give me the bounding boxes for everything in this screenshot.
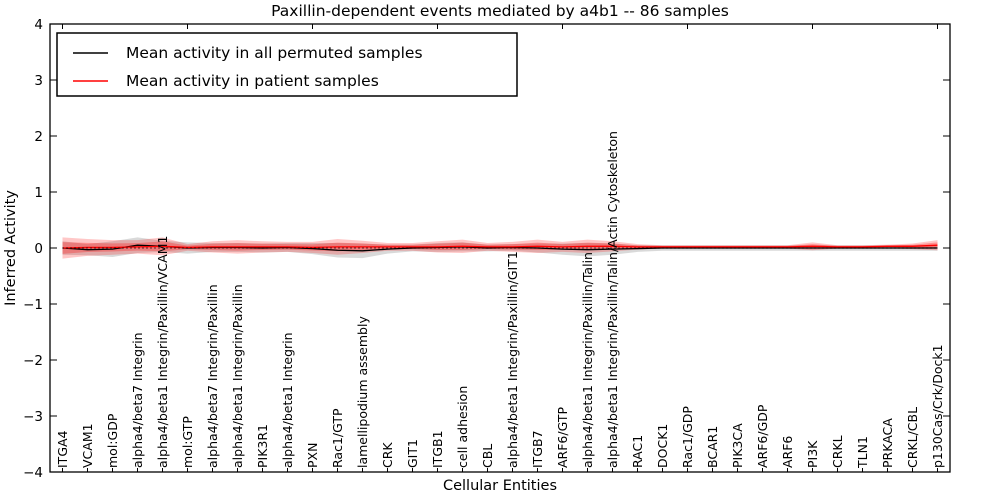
x-tick-label: Rac1/GTP [330,408,345,468]
x-tick-label: alpha4/beta7 Integrin [130,332,145,468]
x-tick-label: alpha4/beta7 Integrin/Paxillin [205,284,220,468]
x-tick-label: BCAR1 [705,426,720,468]
x-tick-label: CRKL [830,435,845,468]
x-tick-label: ARF6 [780,436,795,468]
x-tick-label: mol:GDP [105,413,120,468]
x-tick-label: ARF6/GDP [755,404,770,468]
legend-entry-patient: Mean activity in patient samples [126,72,379,90]
x-tick-label: Rac1/GDP [680,406,695,468]
y-tick-label: 2 [34,129,43,145]
tick-labels: −4 −3 −2 −1 0 1 2 3 4 ITGA4 VCAM1 mol:GDP alpha4/bet… [23,17,945,481]
y-tick-label: −1 [23,297,43,313]
x-tick-label: alpha4/beta1 Integrin/Paxillin/Talin/Act… [605,131,620,468]
x-tick-label: PIK3CA [730,423,745,468]
axes [49,23,951,473]
x-tick-label: TLN1 [855,436,870,469]
y-tick-label: 0 [34,241,43,257]
x-tick-label: cell adhesion [455,386,470,468]
x-tick-label: PI3K [805,440,820,468]
patient-mean-line [62,244,938,249]
legend-entry-permuted: Mean activity in all permuted samples [126,44,423,62]
x-tick-label: alpha4/beta1 Integrin/Paxillin [230,284,245,468]
x-tick-label: CBL [480,444,495,468]
x-tick-label: ITGB7 [530,430,545,468]
y-tick-label: 3 [34,73,43,89]
x-tick-label: alpha4/beta1 Integrin/Paxillin/GIT1 [505,251,520,468]
x-tick-label: PRKACA [880,418,895,468]
x-tick-label: PXN [305,443,320,468]
x-tick-label: alpha4/beta1 Integrin/Paxillin/Talin [580,252,595,468]
x-tick-label: p130Cas/Crk/Dock1 [930,344,945,468]
x-tick-label: alpha4/beta1 Integrin [280,332,295,468]
y-axis-label: Inferred Activity [3,190,19,306]
y-tick-label: 4 [34,17,43,33]
x-tick-label: GIT1 [405,439,420,468]
y-tick-label: −4 [23,465,43,481]
y-tick-label: 1 [34,185,43,201]
x-tick-label: CRKL/CBL [905,407,920,468]
x-tick-label: ITGB1 [430,430,445,468]
chart-title: Paxillin-dependent events mediated by a4… [271,2,729,20]
x-tick-label: DOCK1 [655,424,670,468]
x-tick-label: PIK3R1 [255,424,270,468]
legend-frame [56,32,518,97]
x-tick-label: alpha4/beta1 Integrin/Paxillin/VCAM1 [155,236,170,468]
x-tick-label: ITGA4 [55,430,70,468]
x-axis-label: Cellular Entities [443,478,557,494]
x-tick-label: lamellipodium assembly [355,316,370,468]
x-tick-label: mol:GTP [180,416,195,468]
y-tick-label: −3 [23,409,43,425]
y-tick-label: −2 [23,353,43,369]
x-tick-label: CRK [380,442,395,468]
series-lines [62,244,938,252]
legend: Mean activity in all permuted samples Me… [56,32,518,97]
x-tick-label: VCAM1 [80,423,95,468]
x-tick-label: RAC1 [630,435,645,468]
x-tick-label: ARF6/GTP [555,407,570,468]
